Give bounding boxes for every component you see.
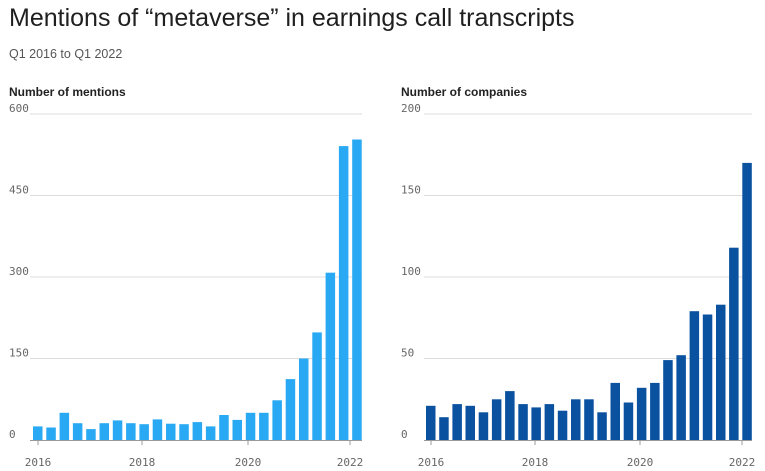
companies-y-tick-label: 200 <box>401 102 421 115</box>
companies-x-tick-label: 2016 <box>418 456 445 469</box>
mentions-bar <box>299 358 309 440</box>
mentions-y-tick-label: 150 <box>9 347 29 360</box>
mentions-x-tick-label: 2022 <box>337 456 364 469</box>
companies-bar <box>531 407 541 440</box>
companies-bar <box>716 304 726 440</box>
chart-subtitle: Q1 2016 to Q1 2022 <box>9 47 123 61</box>
companies-y-tick-label: 100 <box>401 265 421 278</box>
mentions-bar <box>166 423 176 440</box>
mentions-bar <box>205 426 216 440</box>
mentions-y-tick-label: 0 <box>9 428 16 441</box>
companies-x-tick-label: 2020 <box>627 456 654 469</box>
mentions-bar <box>59 412 70 440</box>
companies-bar <box>557 410 568 440</box>
mentions-bar <box>139 424 149 440</box>
mentions-bar <box>232 419 242 440</box>
companies-bar <box>597 412 607 440</box>
companies-bar <box>636 387 647 440</box>
mentions-bar <box>325 272 336 440</box>
companies-bar <box>623 402 634 440</box>
mentions-bar <box>112 420 123 440</box>
mentions-y-tick-label: 600 <box>9 102 29 115</box>
mentions-bar <box>152 419 163 440</box>
mentions-bar <box>219 415 229 440</box>
mentions-bar <box>245 412 256 440</box>
companies-bar <box>452 404 462 440</box>
companies-bar <box>544 404 555 440</box>
mentions-x-tick-label: 2018 <box>129 456 156 469</box>
companies-bar <box>584 399 594 441</box>
companies-chart: 0 50 100 150 200 2016 2018 2020 2022 <box>401 102 755 469</box>
mentions-bar <box>99 423 109 440</box>
chart-title: Mentions of “metaverse” in earnings call… <box>9 4 575 32</box>
companies-bar <box>610 382 620 440</box>
mentions-bar <box>72 423 83 440</box>
mentions-y-tick-label: 450 <box>9 184 29 197</box>
companies-y-tick-label: 50 <box>401 347 414 360</box>
companies-bar <box>439 417 449 440</box>
mentions-bar <box>285 379 296 440</box>
companies-bar <box>505 391 515 440</box>
mentions-bar <box>312 332 322 440</box>
companies-bar <box>518 404 528 440</box>
mentions-bar <box>259 412 269 440</box>
mentions-bar <box>352 139 362 440</box>
companies-bar <box>676 355 686 440</box>
companies-bar <box>571 399 581 441</box>
companies-bar <box>663 360 673 440</box>
companies-x-tick-label: 2022 <box>729 456 756 469</box>
companies-bar <box>702 314 713 440</box>
mentions-bar <box>338 146 349 440</box>
companies-bar <box>426 405 436 440</box>
companies-x-tick-label: 2018 <box>522 456 549 469</box>
mentions-x-tick-label: 2016 <box>25 456 52 469</box>
companies-bar <box>729 247 739 440</box>
companies-bar <box>465 405 475 440</box>
companies-bar <box>478 412 489 440</box>
mentions-bar <box>126 423 136 440</box>
mentions-bar <box>46 427 56 440</box>
companies-bar <box>689 311 700 440</box>
companies-bar <box>650 382 660 440</box>
mentions-y-tick-label: 300 <box>9 265 29 278</box>
mentions-bar <box>192 422 203 440</box>
companies-bar <box>491 399 502 441</box>
companies-bar <box>742 162 752 440</box>
companies-y-tick-label: 0 <box>401 428 408 441</box>
mentions-bar <box>33 426 43 440</box>
mentions-x-tick-label: 2020 <box>235 456 262 469</box>
mentions-panel-title: Number of mentions <box>9 85 126 99</box>
mentions-bar <box>272 400 282 440</box>
companies-panel-title: Number of companies <box>401 85 528 99</box>
mentions-bar <box>86 429 96 440</box>
companies-y-tick-label: 150 <box>401 184 421 197</box>
mentions-bar <box>179 424 189 440</box>
mentions-chart: 0 150 300 450 600 2016 2018 2020 2022 <box>9 102 363 469</box>
